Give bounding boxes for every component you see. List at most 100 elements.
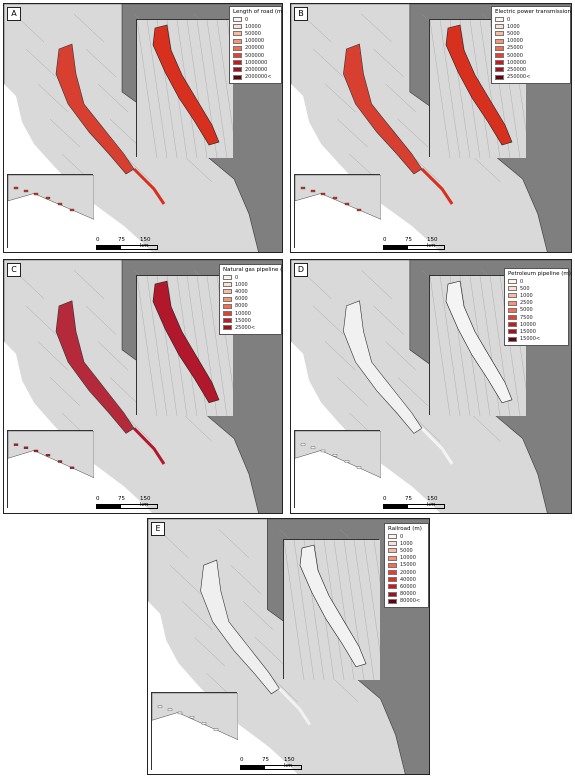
feature-mark bbox=[310, 189, 316, 193]
legend-item: 0 bbox=[508, 278, 565, 285]
legend-label: 5000 bbox=[520, 307, 533, 314]
legend-swatch bbox=[508, 329, 517, 335]
feature-mark bbox=[13, 186, 19, 190]
legend-swatch bbox=[495, 24, 504, 30]
legend-label: 10000 bbox=[245, 23, 261, 30]
county-line bbox=[25, 48, 57, 78]
legend-label: 250000 bbox=[507, 66, 527, 73]
county-line bbox=[218, 529, 250, 559]
bay-area-inset bbox=[151, 692, 239, 771]
legend-swatch bbox=[388, 548, 397, 554]
legend-swatch bbox=[495, 67, 504, 73]
county-line bbox=[73, 270, 105, 299]
county-line bbox=[109, 118, 141, 148]
legend-item: 250000 bbox=[495, 66, 567, 73]
legend-swatch bbox=[495, 60, 504, 66]
county-line bbox=[136, 275, 158, 417]
feature-mark bbox=[332, 196, 338, 200]
legend-item: 0 bbox=[223, 274, 278, 281]
bay-area-inset bbox=[294, 174, 382, 249]
legend-swatch bbox=[388, 577, 397, 583]
legend-title: Length of road (m) bbox=[233, 9, 283, 15]
legend-label: 15000< bbox=[520, 336, 541, 343]
county-line bbox=[283, 539, 305, 681]
central-valley-region bbox=[55, 300, 135, 434]
legend-label: 10000 bbox=[507, 38, 523, 45]
county-line bbox=[194, 637, 225, 667]
county-line bbox=[242, 601, 274, 631]
county-line bbox=[37, 341, 69, 371]
legend-swatch bbox=[495, 17, 504, 23]
feature-mark bbox=[57, 202, 63, 206]
panel-label: E bbox=[151, 522, 165, 536]
legend-item: 500000 bbox=[233, 52, 278, 59]
legend-swatch bbox=[223, 303, 232, 309]
legend-label: 8000 bbox=[235, 303, 248, 310]
county-line bbox=[85, 48, 117, 78]
legend-swatch bbox=[508, 307, 517, 313]
county-line bbox=[429, 275, 451, 417]
county-line bbox=[313, 48, 344, 78]
legend-swatch bbox=[508, 293, 517, 299]
legend-label: 200000 bbox=[245, 45, 265, 52]
map-panel-c: C Natural gas pipeline (m) 0100040006000… bbox=[3, 259, 283, 514]
legend-item: 10000 bbox=[233, 23, 278, 30]
bay-area-inset bbox=[7, 430, 95, 509]
county-line bbox=[397, 377, 429, 407]
legend-swatch bbox=[508, 336, 517, 342]
legend-label: 1000 bbox=[520, 292, 533, 299]
feature-mark bbox=[177, 711, 183, 715]
legend-item: 1000 bbox=[495, 23, 567, 30]
legend-swatch bbox=[508, 286, 517, 292]
legend-label: 2500 bbox=[520, 300, 533, 307]
legend-swatch bbox=[508, 279, 517, 285]
legend-label: 10000 bbox=[400, 555, 416, 562]
legend-item: 0 bbox=[495, 16, 567, 23]
feature-mark bbox=[300, 186, 306, 190]
legend-swatch bbox=[233, 53, 242, 59]
scale-label-150: 150 km bbox=[427, 237, 438, 249]
legend-item: 100000 bbox=[233, 38, 278, 45]
map-legend: Electric power transmission (m) 01000500… bbox=[491, 6, 571, 84]
legend-item: 10000 bbox=[508, 321, 565, 328]
county-line bbox=[293, 539, 315, 681]
legend-item: 25000< bbox=[223, 324, 278, 331]
legend-label: 10000 bbox=[520, 321, 536, 328]
legend-item: 5000 bbox=[388, 547, 425, 554]
map-panel-b: B Electric power transmission (m) 010005… bbox=[290, 3, 572, 253]
legend-label: 25000< bbox=[235, 324, 256, 331]
feature-mark bbox=[33, 449, 39, 453]
county-line bbox=[385, 341, 417, 371]
legend-label: 1000 bbox=[235, 281, 248, 288]
legend-item: 0 bbox=[388, 533, 425, 540]
panel-label: B bbox=[294, 7, 308, 21]
legend-item: 25000 bbox=[495, 45, 567, 52]
legend-item: 2000000 bbox=[233, 66, 278, 73]
valley-detail bbox=[152, 24, 220, 146]
county-line bbox=[361, 270, 392, 299]
panel-label: D bbox=[294, 263, 308, 277]
scale-label-75: 75 bbox=[405, 237, 412, 243]
feature-mark bbox=[344, 202, 350, 206]
county-line bbox=[37, 83, 69, 113]
legend-swatch bbox=[388, 562, 397, 568]
legend-swatch bbox=[223, 282, 232, 288]
scale-label-150: 150 km bbox=[140, 237, 151, 249]
county-line bbox=[146, 19, 168, 159]
legend-label: 1000 bbox=[400, 540, 413, 547]
feature-mark bbox=[189, 716, 195, 719]
legend-item: 50000 bbox=[233, 30, 278, 37]
legend-item: 4000 bbox=[223, 288, 278, 295]
map-legend: Railroad (m) 0 1000 5000 10000 15000 20000 400… bbox=[384, 523, 429, 608]
legend-label: 4000 bbox=[235, 288, 248, 295]
legend-label: 0 bbox=[520, 278, 524, 285]
scale-label-0: 0 bbox=[383, 237, 387, 243]
legend-item: 500 bbox=[508, 285, 565, 292]
legend-swatch bbox=[223, 311, 232, 317]
feature-mark bbox=[310, 446, 316, 449]
legend-item: 5000 bbox=[508, 307, 565, 314]
scale-bar: 0 75 150 km bbox=[383, 496, 445, 509]
county-line bbox=[136, 19, 158, 159]
legend-swatch bbox=[388, 570, 397, 576]
legend-title: Railroad (m) bbox=[388, 526, 422, 532]
